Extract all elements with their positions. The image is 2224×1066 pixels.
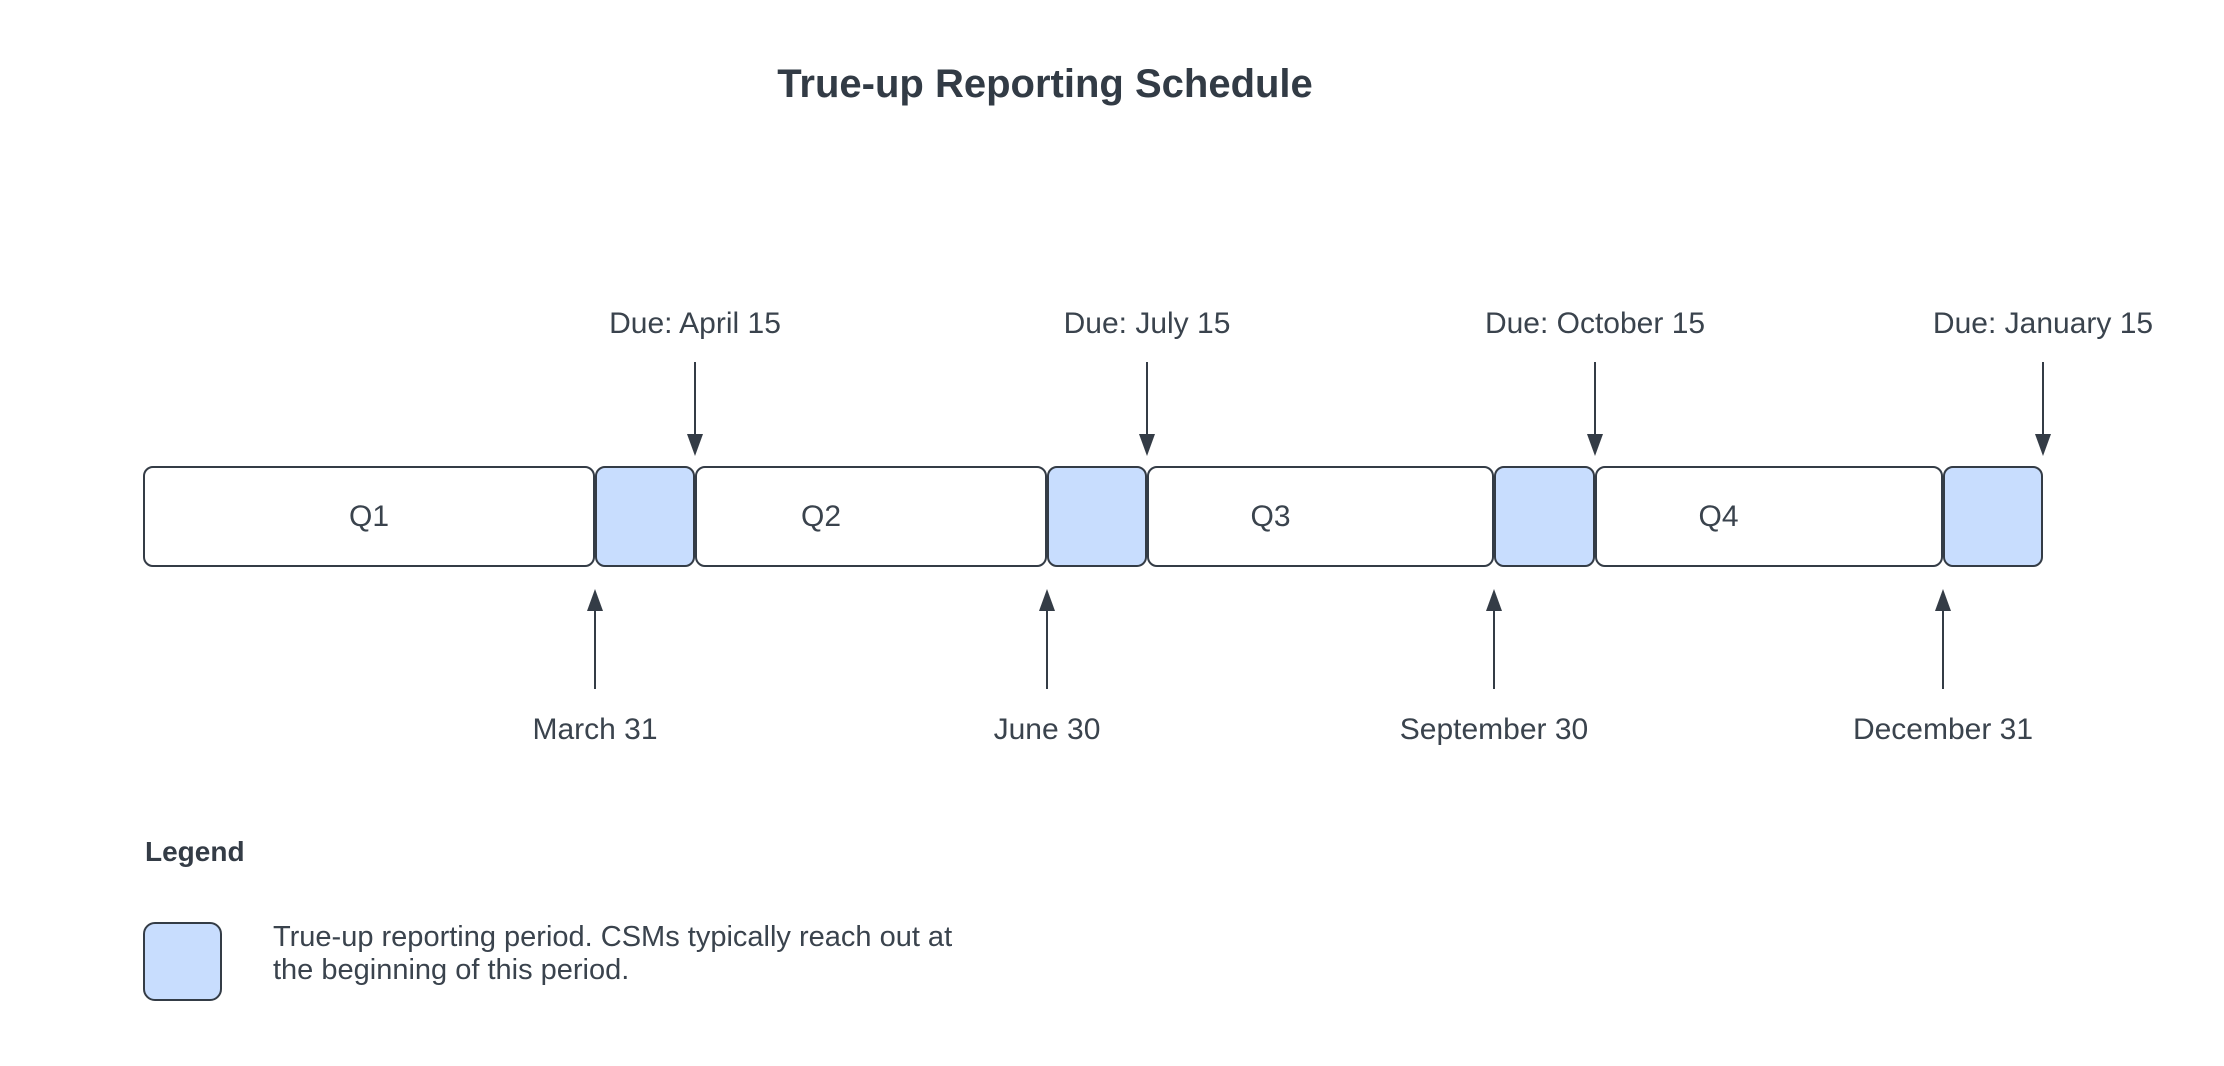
quarter-segment-q1 [143, 466, 595, 567]
due-arrow-down-icon [1594, 362, 1596, 434]
quarter-end-arrowhead-up-icon [1935, 589, 1951, 611]
quarter-segment-q4 [1595, 466, 1943, 567]
quarter-end-arrowhead-up-icon [587, 589, 603, 611]
due-arrow-down-icon [1146, 362, 1148, 434]
legend-description-line-2: the beginning of this period. [273, 954, 630, 986]
trueup-period-segment-2 [1047, 466, 1147, 567]
quarter-end-arrowhead-up-icon [1486, 589, 1502, 611]
trueup-period-segment-4 [1943, 466, 2043, 567]
quarter-end-label-4: December 31 [1852, 713, 2034, 746]
legend-description: True-up reporting period. CSMs typically… [273, 921, 952, 987]
trueup-period-segment-3 [1494, 466, 1595, 567]
legend-description-line-1: True-up reporting period. CSMs typically… [273, 921, 953, 953]
legend-trueup-swatch [143, 922, 222, 1001]
quarter-end-arrow-up-icon [1046, 611, 1048, 689]
page-title: True-up Reporting Schedule [777, 62, 1313, 106]
due-arrowhead-down-icon [2035, 434, 2051, 456]
due-date-label-2: Due: July 15 [1063, 307, 1231, 340]
quarter-end-label-2: June 30 [993, 713, 1101, 746]
quarter-segment-q2 [695, 466, 1047, 567]
due-arrowhead-down-icon [1139, 434, 1155, 456]
legend-heading: Legend [145, 836, 245, 867]
quarter-end-arrow-up-icon [594, 611, 596, 689]
quarter-segment-q3 [1147, 466, 1494, 567]
quarter-end-arrow-up-icon [1942, 611, 1944, 689]
due-date-label-1: Due: April 15 [609, 307, 781, 340]
due-date-label-3: Due: October 15 [1484, 307, 1706, 340]
trueup-period-segment-1 [595, 466, 695, 567]
quarter-end-label-3: September 30 [1399, 713, 1589, 746]
due-arrowhead-down-icon [1587, 434, 1603, 456]
quarter-end-arrow-up-icon [1493, 611, 1495, 689]
due-arrow-down-icon [694, 362, 696, 434]
due-date-label-4: Due: January 15 [1932, 307, 2154, 340]
due-arrowhead-down-icon [687, 434, 703, 456]
quarter-end-arrowhead-up-icon [1039, 589, 1055, 611]
due-arrow-down-icon [2042, 362, 2044, 434]
quarter-end-label-1: March 31 [532, 713, 658, 746]
